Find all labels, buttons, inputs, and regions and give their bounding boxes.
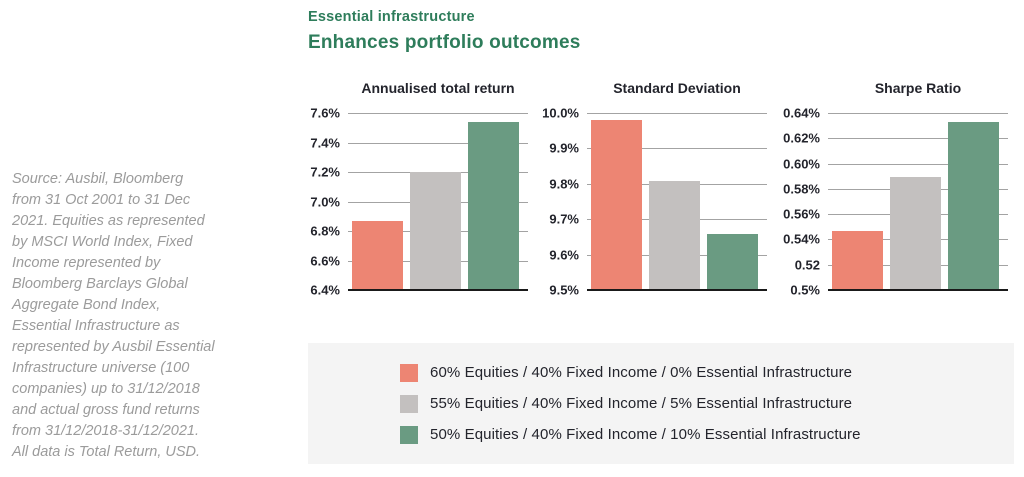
- source-note: Source: Ausbil, Bloomberg from 31 Oct 20…: [12, 171, 215, 460]
- y-tick-label: 0.5%: [790, 282, 820, 298]
- y-tick-label: 6.8%: [310, 223, 340, 239]
- salmon-swatch-icon: [400, 363, 418, 382]
- page-title: Enhances portfolio outcomes: [308, 32, 581, 53]
- bars-group: [591, 113, 758, 291]
- y-gridline: [348, 143, 528, 144]
- y-tick-label: 0.62%: [783, 130, 820, 146]
- legend-label: 55% Equities / 40% Fixed Income / 5% Ess…: [430, 395, 853, 412]
- bar-series-3: [707, 234, 758, 291]
- plot-wrap: 7.6% 7.4% 7.2% 7.0% 6.8% 6.6% 6.4%: [306, 106, 530, 298]
- y-tick-label: 0.56%: [783, 206, 820, 222]
- legend-item-60-40-0: 60% Equities / 40% Fixed Income / 0% Ess…: [400, 363, 1014, 382]
- chart-title: Sharpe Ratio: [874, 80, 962, 96]
- legend-label: 50% Equities / 40% Fixed Income / 10% Es…: [430, 426, 861, 443]
- y-tick-label: 9.9%: [549, 140, 579, 156]
- legend-item-55-40-5: 55% Equities / 40% Fixed Income / 5% Ess…: [400, 394, 1014, 413]
- chart-standard-deviation: Standard Deviation 10.0% 9.9% 9.8% 9.7% 9.6%…: [542, 78, 769, 298]
- chart-title: Standard Deviation: [613, 80, 741, 96]
- y-tick-label: 10.0%: [542, 105, 579, 121]
- plot-area: [587, 113, 767, 291]
- y-tick-label: 7.4%: [310, 135, 340, 151]
- green-swatch-icon: [400, 425, 418, 444]
- chart-annualised-total-return: Annualised total return 7.6% 7.4% 7.2% 7.0%…: [306, 78, 530, 298]
- bar-series-2: [890, 176, 941, 291]
- bar-series-3: [468, 121, 519, 291]
- y-axis: 10.0% 9.9% 9.8% 9.7% 9.6% 9.5%: [542, 106, 587, 298]
- y-gridline: [828, 164, 1008, 165]
- y-tick-label: 0.58%: [783, 181, 820, 197]
- bar-series-2: [649, 180, 700, 291]
- gray-swatch-icon: [400, 394, 418, 413]
- header-eyebrow: Essential infrastructure: [308, 9, 475, 25]
- bar-series-2: [410, 172, 461, 291]
- bars-group: [352, 113, 519, 291]
- legend: 60% Equities / 40% Fixed Income / 0% Ess…: [308, 343, 1014, 464]
- y-gridline: [828, 113, 1008, 114]
- x-axis-baseline: [828, 289, 1008, 291]
- y-tick-label: 9.5%: [549, 282, 579, 298]
- y-tick-label: 7.2%: [310, 164, 340, 180]
- bars-group: [832, 113, 999, 291]
- y-tick-label: 7.0%: [310, 194, 340, 210]
- y-gridline: [587, 113, 767, 114]
- y-tick-label: 0.52: [794, 257, 820, 273]
- y-tick-label: 0.64%: [783, 105, 820, 121]
- y-tick-label: 9.6%: [549, 247, 579, 263]
- y-axis: 0.64% 0.62% 0.60% 0.58% 0.56% 0.54% 0.52 0.5%: [782, 106, 828, 298]
- y-gridline: [828, 138, 1008, 139]
- x-axis-baseline: [587, 289, 767, 291]
- plot-area: [828, 113, 1008, 291]
- chart-sharpe-ratio: Sharpe Ratio 0.64% 0.62% 0.60% 0.58% 0.56% 0.…: [782, 78, 1010, 298]
- legend-label: 60% Equities / 40% Fixed Income / 0% Ess…: [430, 364, 853, 381]
- legend-item-50-40-10: 50% Equities / 40% Fixed Income / 10% Es…: [400, 425, 1014, 444]
- plot-wrap: 10.0% 9.9% 9.8% 9.7% 9.6% 9.5%: [542, 106, 769, 298]
- bar-series-1: [591, 120, 642, 291]
- y-tick-label: 0.54%: [783, 231, 820, 247]
- y-tick-label: 6.4%: [310, 282, 340, 298]
- bar-series-1: [352, 221, 403, 291]
- y-axis: 7.6% 7.4% 7.2% 7.0% 6.8% 6.6% 6.4%: [306, 106, 348, 298]
- header: Essential infrastructure Enhances portfo…: [308, 9, 581, 54]
- plot-wrap: 0.64% 0.62% 0.60% 0.58% 0.56% 0.54% 0.52 0.5%: [782, 106, 1010, 298]
- bar-series-3: [948, 121, 999, 291]
- plot-area: [348, 113, 528, 291]
- y-tick-label: 9.8%: [549, 176, 579, 192]
- y-tick-label: 6.6%: [310, 253, 340, 269]
- chart-title: Annualised total return: [361, 80, 515, 96]
- y-gridline: [587, 148, 767, 149]
- y-tick-label: 7.6%: [310, 105, 340, 121]
- y-gridline: [348, 113, 528, 114]
- bar-series-1: [832, 231, 883, 291]
- x-axis-baseline: [348, 289, 528, 291]
- y-tick-label: 0.60%: [783, 156, 820, 172]
- y-tick-label: 9.7%: [549, 211, 579, 227]
